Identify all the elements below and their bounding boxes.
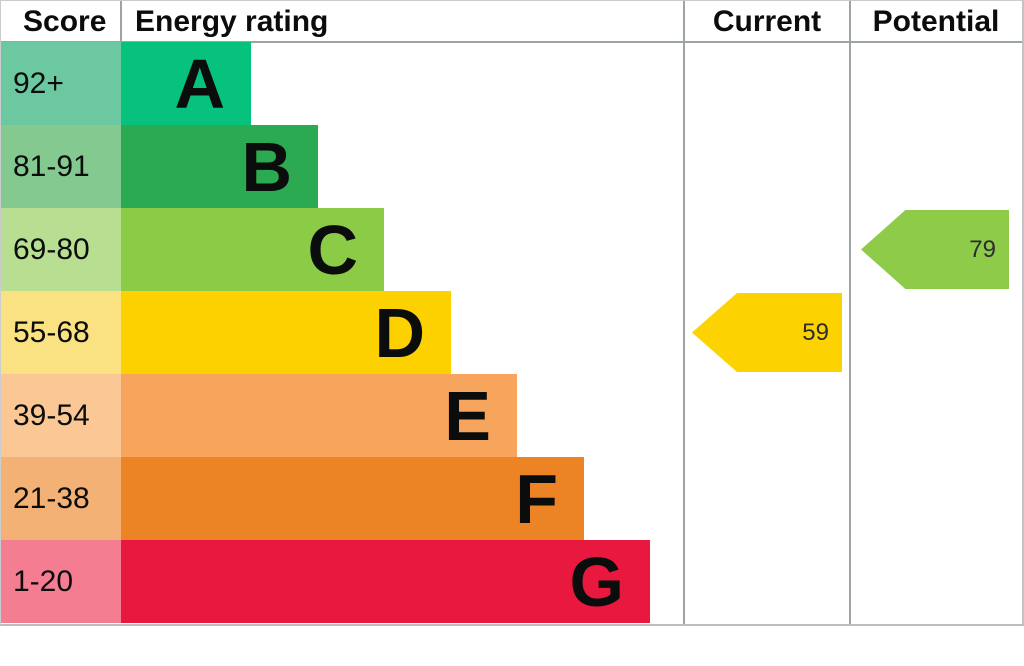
rating-bar-c: C [121, 208, 384, 291]
energy-rating-column-header: Energy rating [135, 4, 329, 38]
band-row-c: 69-80 C [1, 208, 1022, 291]
rating-bar-b: B [121, 125, 318, 208]
rating-bar-d: D [121, 291, 451, 374]
header-bottom-border [1, 41, 1022, 43]
band-row-f: 21-38 F [1, 457, 1022, 540]
rating-letter-a: A [174, 44, 225, 123]
current-rating-value: 59 [802, 318, 829, 346]
rating-bar-f: F [121, 457, 584, 540]
potential-rating-value: 79 [969, 235, 996, 263]
epc-table: Score Energy rating Current Potential 92… [0, 0, 1024, 626]
score-column-header: Score [23, 4, 107, 38]
band-row-d: 55-68 D [1, 291, 1022, 374]
score-range-e: 39-54 [1, 374, 121, 457]
band-row-g: 1-20 G [1, 540, 1022, 623]
score-column-divider [120, 1, 122, 42]
score-range-f: 21-38 [1, 457, 121, 540]
score-range-c: 69-80 [1, 208, 121, 291]
band-row-a: 92+ A [1, 42, 1022, 125]
rating-bar-a: A [121, 42, 251, 125]
rating-letter-b: B [241, 127, 292, 206]
current-column-header: Current [712, 4, 822, 38]
rating-letter-g: G [569, 542, 624, 621]
current-column-divider [683, 1, 685, 624]
score-range-d: 55-68 [1, 291, 121, 374]
rating-letter-f: F [515, 459, 558, 538]
band-row-e: 39-54 E [1, 374, 1022, 457]
rating-bar-e: E [121, 374, 517, 457]
band-row-b: 81-91 B [1, 125, 1022, 208]
score-range-b: 81-91 [1, 125, 121, 208]
rating-bar-g: G [121, 540, 650, 623]
rating-letter-c: C [307, 210, 358, 289]
potential-column-divider [849, 1, 851, 624]
score-range-g: 1-20 [1, 540, 121, 623]
rating-letter-d: D [374, 293, 425, 372]
potential-column-header: Potential [872, 4, 1000, 38]
rating-letter-e: E [444, 376, 491, 455]
score-range-a: 92+ [1, 42, 121, 125]
